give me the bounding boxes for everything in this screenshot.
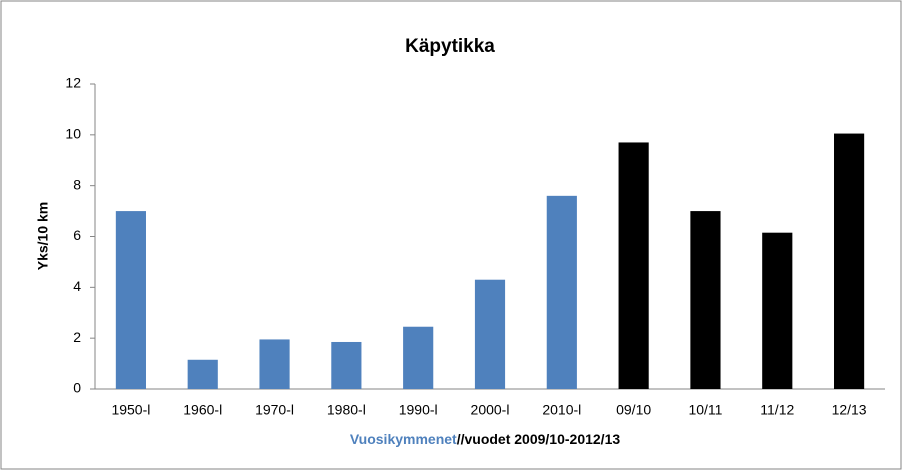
bar	[331, 341, 362, 389]
x-axis-label-part: //vuodet 2009/10-2012/13	[457, 431, 621, 447]
bar	[834, 133, 865, 389]
bar	[546, 195, 577, 389]
bar	[115, 211, 146, 389]
x-tick-label: 1970-l	[255, 402, 294, 418]
x-axis-label-part: Vuosikymmenet	[350, 431, 457, 447]
y-tick-label: 8	[73, 176, 81, 192]
y-tick-label: 4	[73, 278, 81, 294]
x-tick-label: 2000-l	[471, 402, 510, 418]
bar	[618, 142, 649, 389]
bar	[259, 339, 290, 389]
x-tick-label: 1980-l	[327, 402, 366, 418]
y-tick-label: 2	[73, 329, 81, 345]
x-tick-label: 1950-l	[111, 402, 150, 418]
bar	[403, 326, 434, 389]
y-tick-label: 10	[65, 126, 81, 142]
y-tick-label: 6	[73, 227, 81, 243]
x-axis-label: Vuosikymmenet//vuodet 2009/10-2012/13	[350, 431, 621, 447]
bar	[690, 211, 721, 389]
x-tick-label: 1960-l	[183, 402, 222, 418]
x-tick-label: 10/11	[688, 402, 722, 418]
x-tick-label: 12/13	[832, 402, 867, 418]
y-tick-label: 12	[65, 75, 81, 91]
chart-title: Käpytikka	[405, 36, 495, 57]
y-tick-label: 0	[73, 380, 81, 396]
x-tick-label: 09/10	[616, 402, 651, 418]
x-tick-label: 1990-l	[399, 402, 438, 418]
x-tick-label: 11/12	[760, 402, 794, 418]
bar	[762, 232, 793, 389]
y-axis-label: Yks/10 km	[35, 202, 51, 271]
bar	[474, 279, 506, 389]
x-tick-label: 2010-l	[542, 402, 581, 418]
bar	[187, 359, 218, 389]
